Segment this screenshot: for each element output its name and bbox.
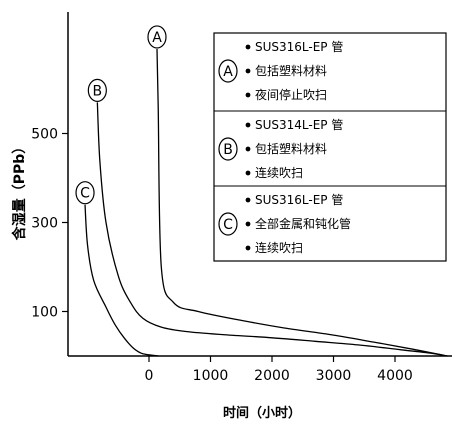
- legend-text: 夜间停止吹扫: [255, 87, 327, 102]
- legend-text: 包括塑料材料: [255, 141, 327, 156]
- x-tick-label: 4000: [377, 368, 413, 384]
- legend-marker-circle: [218, 212, 238, 236]
- x-axis-label: 时间（小时）: [223, 405, 301, 421]
- tick-group: 0 1000 2000 3000 4000 100 300 500: [31, 127, 413, 385]
- legend-text: 全部金属和钝化管: [255, 216, 351, 231]
- legend-marker-circle: [218, 137, 238, 161]
- legend-marker-label: A: [223, 64, 233, 80]
- series-group: [84, 48, 448, 357]
- legend-text: SUS316L-EP 管: [255, 192, 343, 207]
- y-tick-label: 300: [31, 216, 58, 232]
- legend-bullet: [245, 146, 251, 152]
- series-markers: A B C: [75, 25, 167, 205]
- legend-text: SUS314L-EP 管: [255, 117, 343, 132]
- x-tick-label: 0: [145, 368, 154, 384]
- series-line-c: [84, 204, 159, 357]
- y-tick-label: 100: [31, 305, 58, 321]
- y-axis-label: 含湿量（PPb）: [11, 140, 28, 241]
- legend-bullet: [245, 245, 251, 251]
- series-line-b: [96, 102, 448, 357]
- series-marker-circle: [87, 78, 107, 102]
- y-tick-label: 500: [31, 127, 58, 143]
- legend-text: SUS316L-EP 管: [255, 39, 343, 54]
- legend-bullet: [245, 197, 251, 203]
- series-marker-label: A: [152, 30, 162, 46]
- legend-text: 连续吹扫: [255, 165, 303, 180]
- series-marker-label: C: [80, 186, 90, 202]
- legend-marker-circle: [218, 59, 238, 83]
- series-marker-circle: [147, 25, 167, 49]
- x-tick-label: 1000: [193, 368, 229, 384]
- series-line-a: [156, 48, 448, 357]
- legend-marker-label: C: [223, 217, 233, 233]
- legend-bullet: [245, 92, 251, 98]
- legend-text: 连续吹扫: [255, 240, 303, 255]
- legend-text: 包括塑料材料: [255, 63, 327, 78]
- legend-bullet: [245, 122, 251, 128]
- x-tick-label: 2000: [254, 368, 290, 384]
- series-marker-circle: [75, 181, 95, 205]
- x-tick-label: 3000: [316, 368, 352, 384]
- legend-bullet: [245, 68, 251, 74]
- legend-bullet: [245, 170, 251, 176]
- legend-bullet: [245, 221, 251, 227]
- legend-marker-label: B: [223, 142, 233, 158]
- legend-box: [213, 32, 447, 262]
- legend-bullet: [245, 44, 251, 50]
- series-marker-label: B: [93, 83, 103, 99]
